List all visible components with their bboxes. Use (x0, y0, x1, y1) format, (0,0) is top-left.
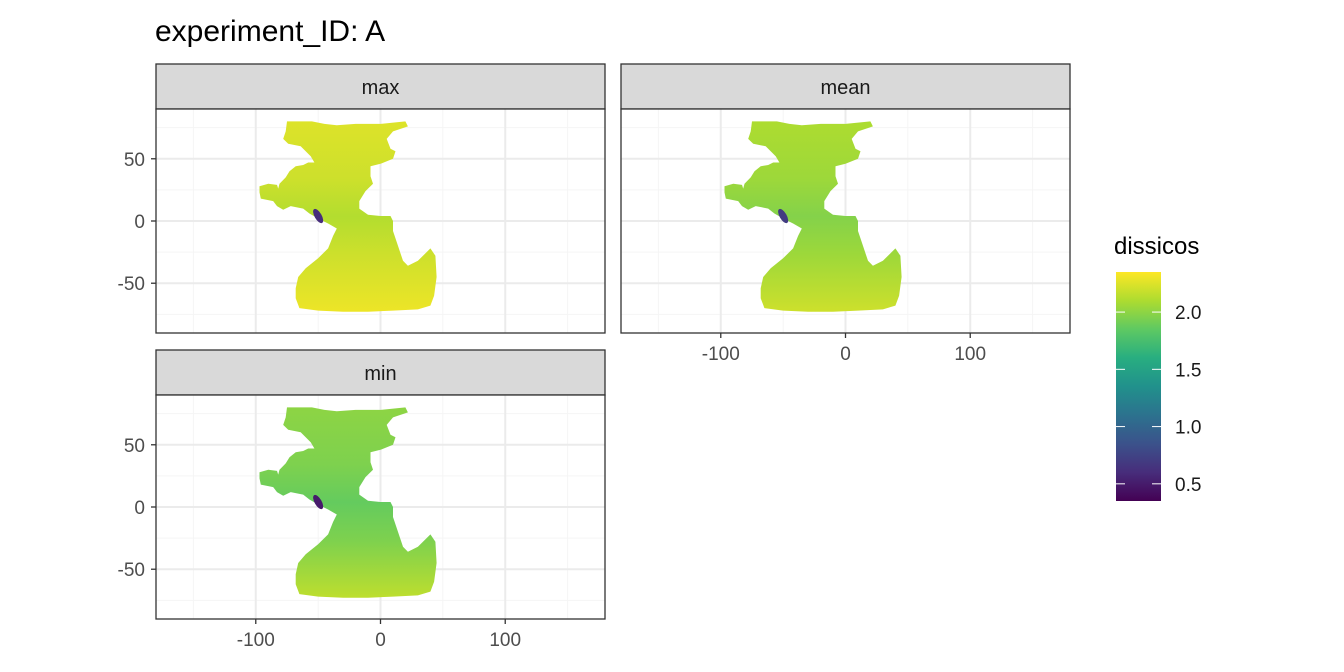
legend-title: dissicos (1114, 233, 1199, 260)
y-tick-label: 50 (124, 150, 145, 171)
ocean-field (724, 121, 902, 312)
legend-colorbar (1116, 272, 1161, 501)
x-tick-label: 0 (840, 344, 851, 365)
facet-strip-label: mean (820, 77, 870, 99)
y-tick-label: -50 (118, 560, 145, 581)
chart-title: experiment_ID: A (155, 15, 385, 48)
legend-ticks: 0.5 1.0 1.5 2.0 (1116, 303, 1201, 496)
y-tick-label: 0 (134, 212, 145, 233)
coastal-low-patch (778, 208, 789, 224)
legend-break-label: 1.0 (1175, 418, 1201, 439)
facet-panels: max 50 0 -50 mean -100 0 100 min 50 0 -50 -100 0 100 (118, 63, 1071, 651)
facet-max: max 50 0 -50 (118, 63, 606, 334)
y-tick-label: -50 (118, 274, 145, 295)
ocean-field (259, 121, 437, 312)
x-tick-label: 100 (489, 630, 521, 651)
facet-strip-label: min (364, 363, 396, 385)
coastal-low-patch (313, 208, 324, 224)
legend-break-label: 1.5 (1175, 360, 1201, 381)
facet-strip (155, 349, 606, 396)
facet-strip (155, 63, 606, 110)
legend: dissicos 0.5 1.0 1.5 2.0 (1114, 233, 1201, 501)
x-tick-label: -100 (237, 630, 275, 651)
coastal-low-patch (313, 494, 324, 510)
x-tick-label: 0 (375, 630, 386, 651)
ocean-field (259, 407, 437, 598)
y-tick-label: 50 (124, 436, 145, 457)
facet-strip-label: max (362, 77, 400, 99)
facet-mean: mean -100 0 100 (620, 63, 1071, 365)
legend-break-label: 2.0 (1175, 303, 1201, 324)
facet-min: min 50 0 -50 -100 0 100 (118, 349, 606, 651)
legend-break-label: 0.5 (1175, 475, 1201, 496)
x-tick-label: 100 (954, 344, 986, 365)
facet-strip (620, 63, 1071, 110)
x-tick-label: -100 (702, 344, 740, 365)
y-tick-label: 0 (134, 498, 145, 519)
